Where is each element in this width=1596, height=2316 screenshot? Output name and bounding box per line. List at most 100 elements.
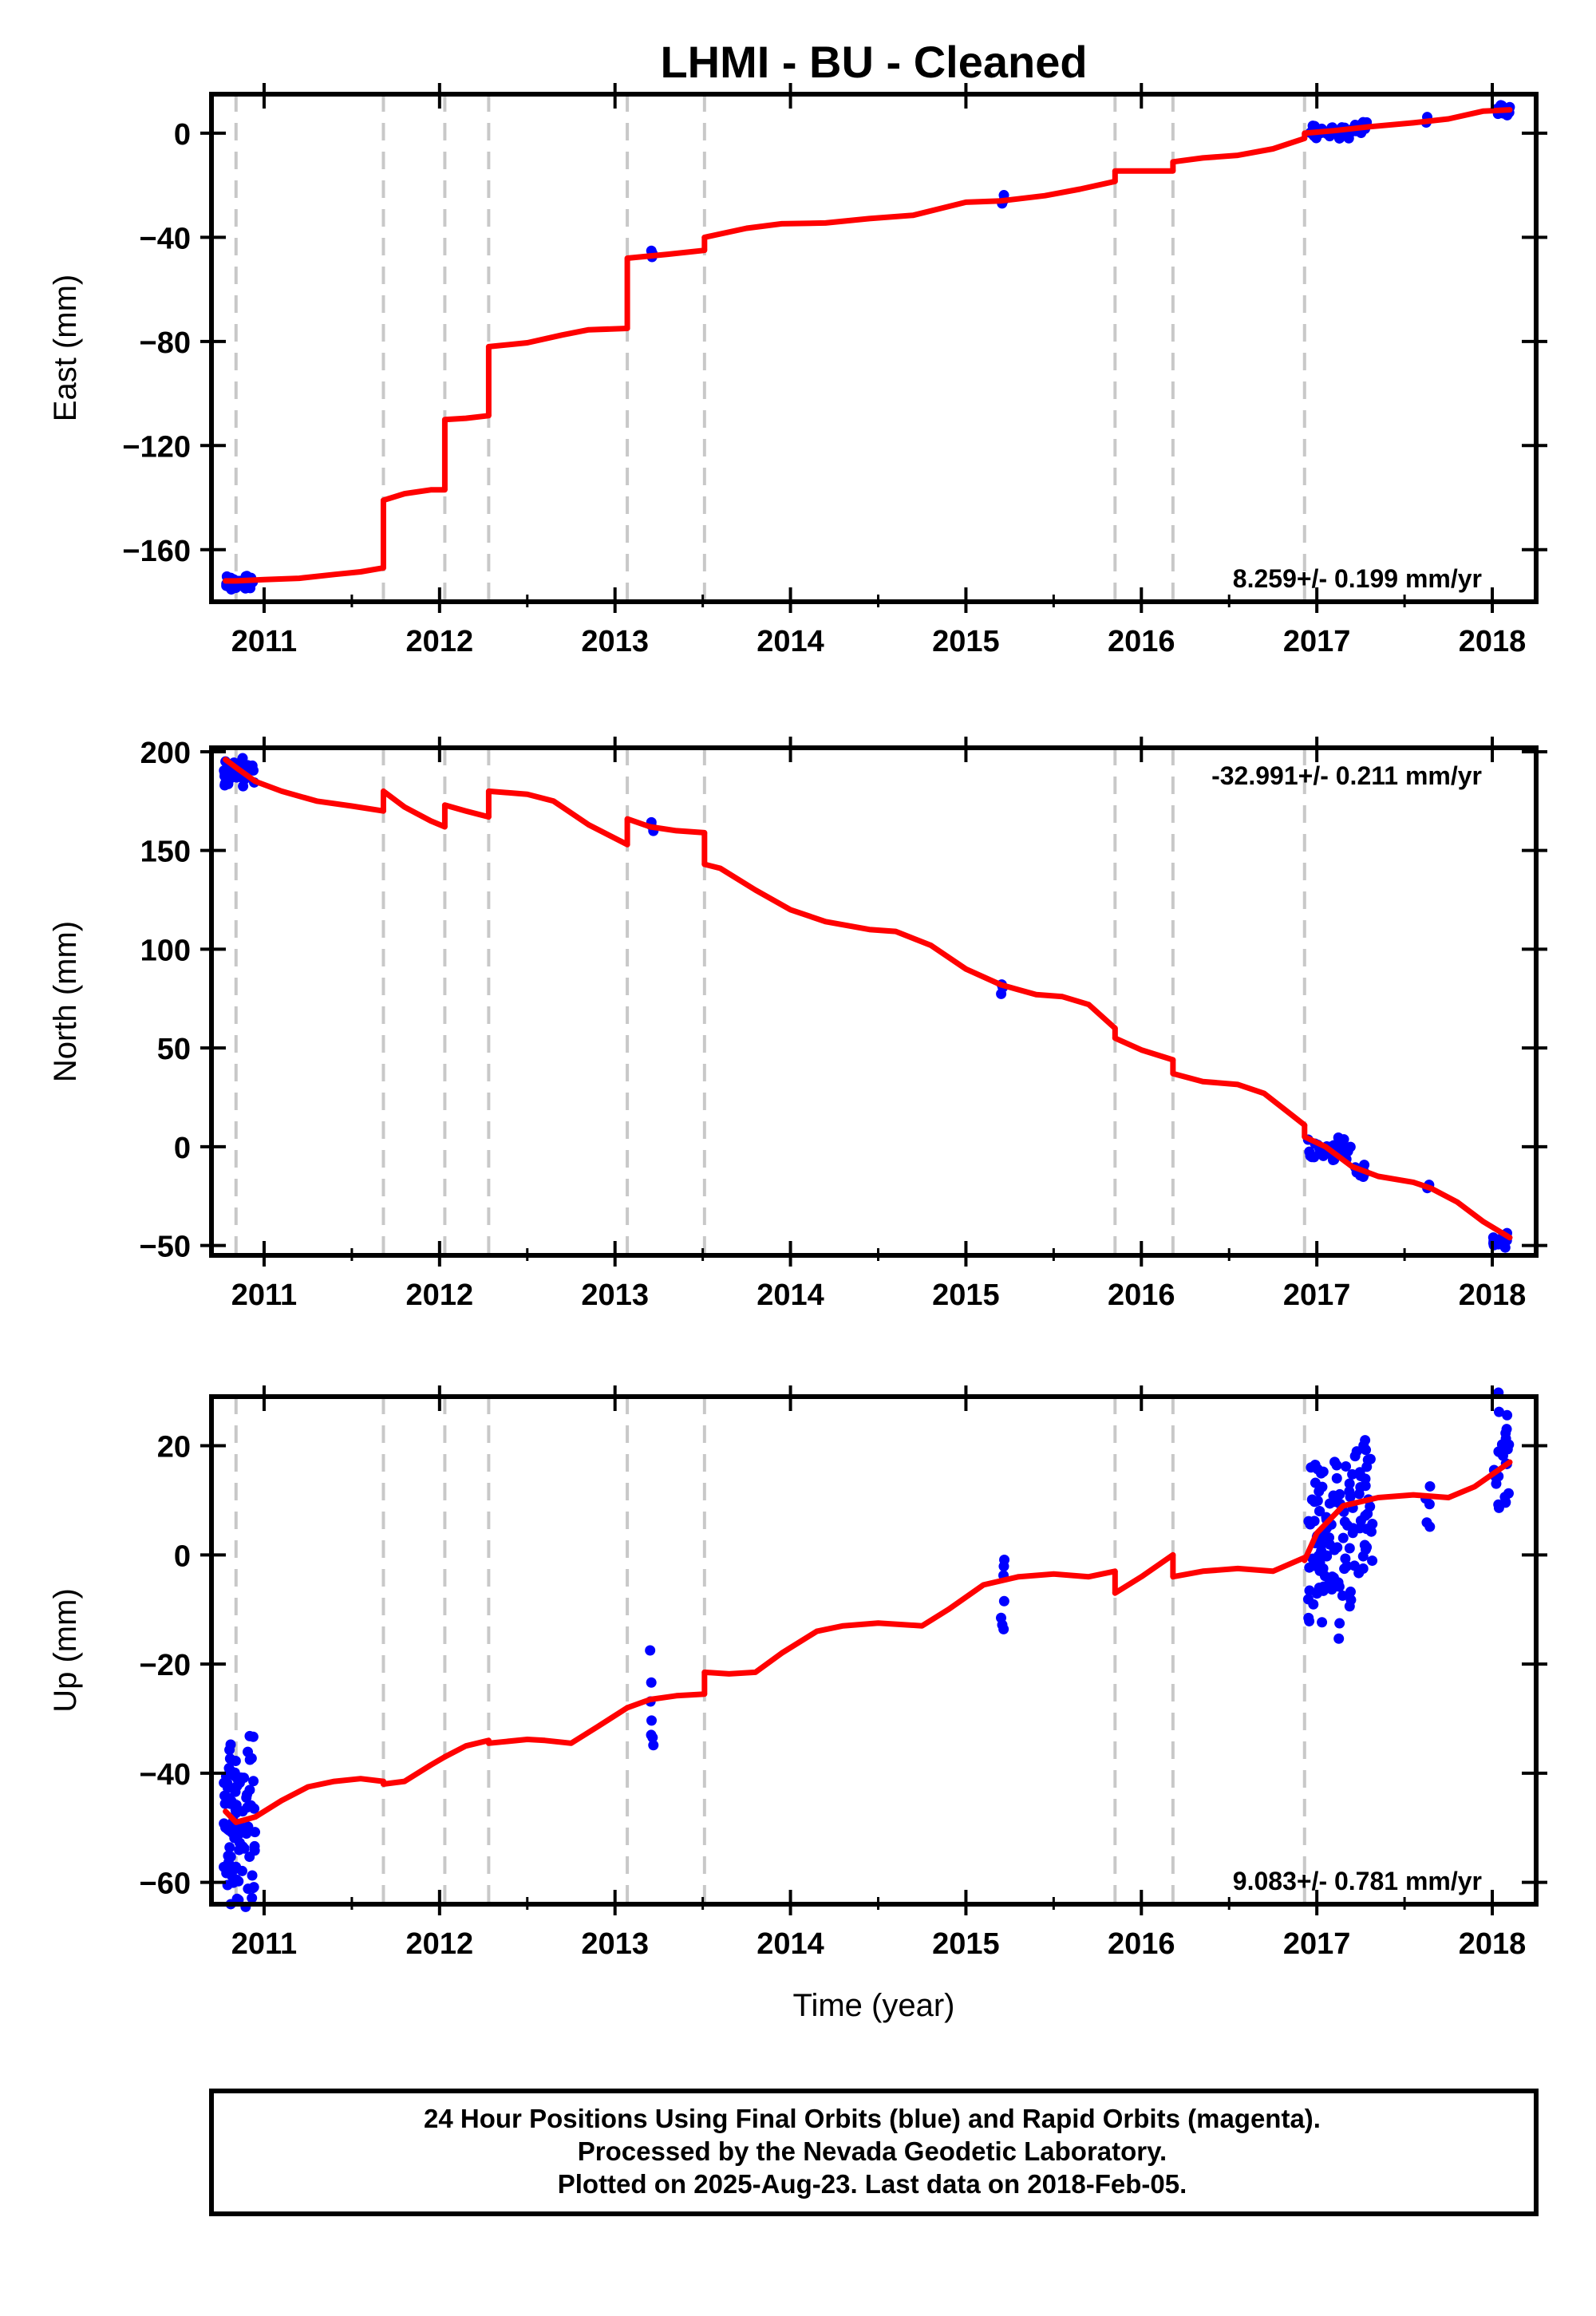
- up-data-point: [219, 1818, 230, 1829]
- up-model-segment-6: [1112, 1551, 1176, 1596]
- up-y-tick-label: −60: [140, 1867, 191, 1901]
- up-data-point: [1309, 1516, 1320, 1527]
- up-data-point: [247, 1892, 258, 1903]
- up-data-point: [1502, 1409, 1513, 1421]
- north-model-segment-0: [223, 757, 386, 814]
- east-model-segment-5: [701, 178, 1118, 240]
- east-rate-label: 8.259+/- 0.199 mm/yr: [1233, 564, 1482, 593]
- up-x-tick-label: 2017: [1283, 1927, 1351, 1961]
- up-data-point: [234, 1837, 245, 1848]
- up-data-point: [249, 1803, 260, 1814]
- east-y-tick-label: −120: [122, 430, 191, 464]
- footer-box: [209, 2089, 1539, 2216]
- up-data-point: [243, 1883, 254, 1895]
- up-data-point: [247, 1870, 258, 1881]
- up-data-point: [1319, 1571, 1330, 1582]
- up-data-point: [1334, 1488, 1345, 1500]
- north-data-point: [1499, 1242, 1511, 1253]
- up-data-point: [1351, 1446, 1362, 1457]
- up-data-point: [1334, 1618, 1345, 1629]
- north-y-tick-label: −50: [140, 1231, 191, 1264]
- east-x-tick-label: 2015: [932, 625, 1000, 658]
- up-data-point: [1339, 1563, 1350, 1575]
- up-data-point: [223, 1850, 234, 1861]
- north-y-tick-label: 100: [140, 934, 191, 967]
- up-data-point: [1332, 1496, 1343, 1508]
- up-data-point: [1357, 1563, 1369, 1575]
- up-data-point: [249, 1840, 260, 1852]
- up-data-point: [1326, 1583, 1337, 1595]
- east-x-tick-label: 2016: [1108, 625, 1175, 658]
- up-data-point: [1310, 1477, 1321, 1488]
- up-data-point: [648, 1740, 659, 1751]
- up-data-point: [226, 1827, 237, 1838]
- up-data-point: [1343, 1590, 1354, 1601]
- north-model-segment-3: [485, 788, 630, 848]
- north-x-tick-label: 2013: [581, 1279, 649, 1312]
- up-data-point: [645, 1645, 656, 1656]
- up-y-tick-label: 0: [174, 1539, 191, 1573]
- up-model-segment-4: [624, 1691, 708, 1711]
- up-data-point: [246, 1753, 257, 1764]
- up-data-point: [1503, 1488, 1514, 1499]
- footer-line-3: Plotted on 2025-Aug-23. Last data on 201…: [558, 2169, 1187, 2199]
- up-data-point: [232, 1773, 243, 1784]
- up-data-point: [1344, 1601, 1355, 1612]
- east-frame: [209, 92, 1539, 604]
- east-y-axis-label: East (mm): [48, 275, 83, 421]
- up-data-point: [1360, 1435, 1371, 1446]
- east-y-tick-label: −80: [140, 326, 191, 360]
- north-model-segment-2: [441, 802, 492, 820]
- up-data-point: [1304, 1585, 1315, 1596]
- north-x-tick-label: 2011: [231, 1279, 297, 1312]
- east-x-tick-label: 2012: [406, 625, 474, 658]
- east-model-segment-8: [1302, 107, 1513, 136]
- up-data-point: [1357, 1551, 1369, 1562]
- up-data-point: [244, 1784, 255, 1796]
- up-data-point: [1315, 1551, 1326, 1563]
- north-data-point: [1306, 1152, 1317, 1163]
- up-data-point: [1317, 1617, 1328, 1628]
- up-data-point: [231, 1874, 242, 1885]
- up-y-tick-label: −20: [140, 1649, 191, 1682]
- up-y-tick-label: −40: [140, 1758, 191, 1792]
- up-data-point: [1348, 1523, 1359, 1534]
- east-x-tick-label: 2013: [581, 625, 649, 658]
- footer-line-2: Processed by the Nevada Geodetic Laborat…: [578, 2136, 1167, 2166]
- north-x-tick-label: 2014: [757, 1279, 824, 1312]
- north-data-point: [1317, 1150, 1329, 1161]
- up-data-point: [1365, 1501, 1376, 1512]
- panels: 2011 2012 2013 2014 2015 2016 2017 2018 0 −40 −80 −…: [48, 83, 1547, 2023]
- up-data-point: [1367, 1519, 1378, 1530]
- up-data-point: [1303, 1612, 1314, 1623]
- east-data-point: [1309, 121, 1320, 132]
- up-data-point: [1493, 1502, 1504, 1513]
- up-rate-label: 9.083+/- 0.781 mm/yr: [1233, 1867, 1482, 1895]
- up-model-segment-7: [1170, 1555, 1308, 1580]
- panel-east: 2011 2012 2013 2014 2015 2016 2017 2018 0 −40 −80 −…: [48, 83, 1547, 658]
- up-data-point: [224, 1753, 235, 1765]
- up-y-axis-label: Up (mm): [48, 1588, 83, 1713]
- up-data-point: [241, 1828, 252, 1840]
- north-data-point: [231, 772, 243, 783]
- up-model-segment-5: [701, 1568, 1118, 1677]
- up-data-point: [1345, 1492, 1356, 1503]
- north-x-tick-label: 2017: [1283, 1279, 1351, 1312]
- east-model-segment-3: [485, 326, 630, 350]
- north-y-axis-label: North (mm): [48, 921, 83, 1082]
- up-data-point: [1310, 1459, 1321, 1470]
- up-model-segment-1: [381, 1753, 448, 1787]
- up-model-segment-2: [441, 1737, 492, 1760]
- east-model-segment-7: [1170, 135, 1308, 165]
- east-model-segment-0: [223, 565, 386, 584]
- up-data-point: [1333, 1633, 1345, 1644]
- north-model-segment-4: [624, 816, 708, 836]
- up-model-segment-0: [223, 1776, 386, 1825]
- up-data-point: [236, 1865, 247, 1876]
- up-x-tick-label: 2013: [581, 1927, 649, 1961]
- up-data-point: [1367, 1555, 1378, 1567]
- up-x-axis-label: Time (year): [793, 1988, 955, 2023]
- up-data-point: [1361, 1445, 1372, 1456]
- footer-line-1: 24 Hour Positions Using Final Orbits (bl…: [424, 2104, 1321, 2133]
- up-data-point: [1347, 1468, 1358, 1480]
